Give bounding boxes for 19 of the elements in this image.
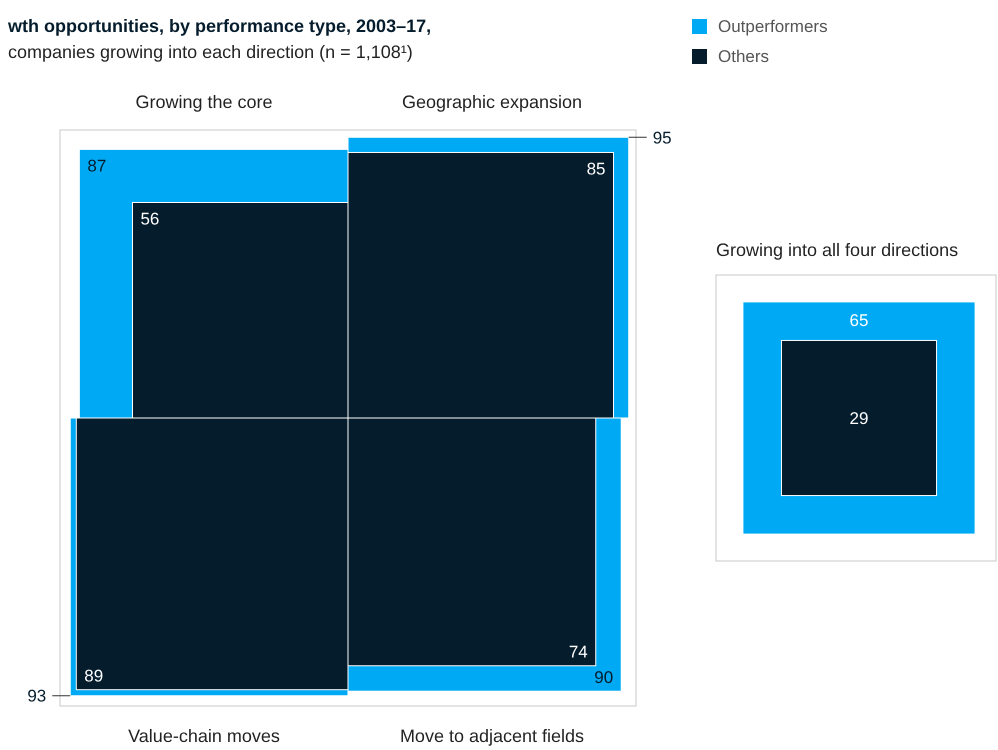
data-label: 74	[568, 642, 588, 662]
data-label: 89	[84, 666, 104, 686]
data-label: 29	[850, 409, 868, 428]
data-label: 95	[652, 128, 672, 148]
data-label: 90	[594, 668, 614, 688]
category-label: Growing the core	[135, 92, 273, 112]
category-label: Move to adjacent fields	[400, 726, 584, 746]
legend-label: Outperformers	[718, 17, 828, 36]
data-label: 56	[140, 209, 160, 228]
category-label: Growing into all four directions	[716, 240, 958, 260]
data-label: 93	[27, 686, 46, 706]
text: companies growing into each direction (n = 1,108¹)	[8, 42, 413, 62]
category-label: Geographic expansion	[402, 92, 582, 112]
data-label: 87	[87, 156, 106, 176]
legend-label: Others	[718, 47, 770, 66]
category-label: Value-chain moves	[128, 726, 280, 746]
text: wth opportunities, by performance type, 2003–17,	[7, 16, 432, 36]
data-label: 85	[586, 159, 606, 178]
data-label: 65	[850, 310, 868, 330]
